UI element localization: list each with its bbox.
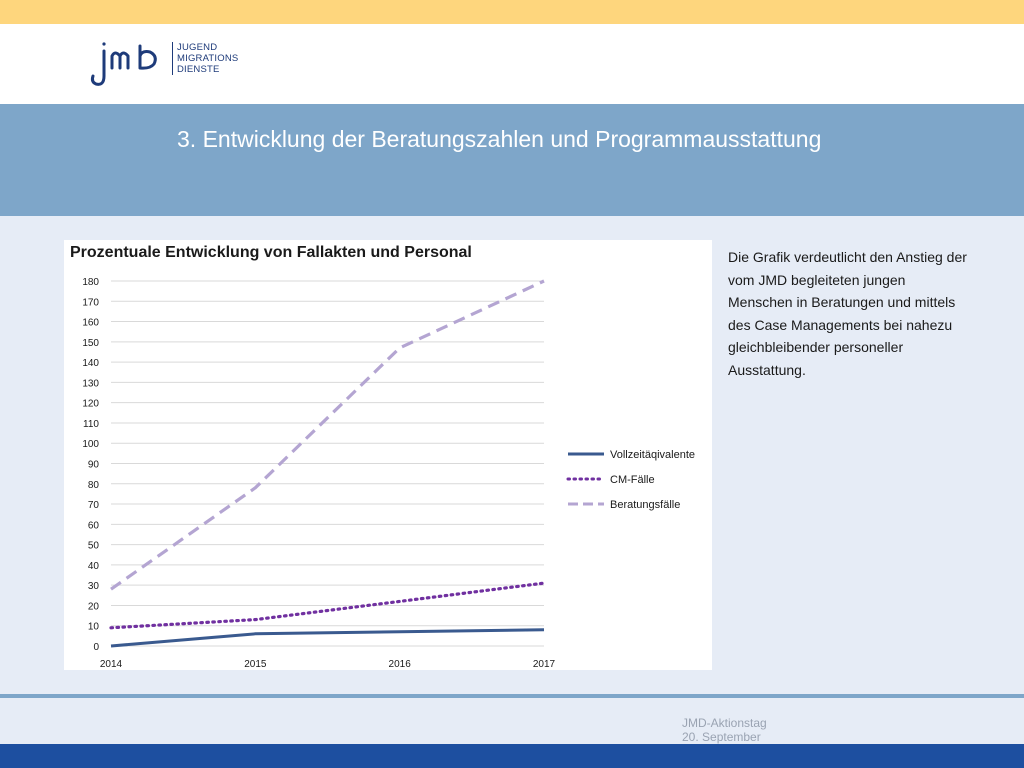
y-tick-label: 80 [88, 480, 100, 491]
footer-line-2: 20. September [682, 730, 761, 744]
y-tick-label: 40 [88, 561, 100, 572]
footer-band [0, 744, 1024, 768]
x-tick-label: 2016 [389, 659, 412, 670]
y-tick-label: 50 [88, 541, 100, 552]
y-tick-label: 100 [82, 439, 99, 450]
gridlines [111, 280, 544, 647]
line-chart: 0 10 20 30 40 50 60 70 80 90 100 110 120 130 140 150 160… [82, 277, 695, 670]
x-tick-label: 2014 [100, 659, 123, 670]
jmd-logo: JUGEND MIGRATIONS DIENSTE [88, 38, 258, 94]
logo-word: DIENSTE [177, 64, 220, 75]
chart-title: Prozentuale Entwicklung von Fallakten un… [70, 244, 472, 261]
description-text: Die Grafik verdeutlicht den Anstieg der … [728, 249, 967, 378]
x-axis-ticks: 2014 2015 2016 2017 [100, 659, 556, 670]
y-tick-label: 140 [82, 358, 99, 369]
y-tick-label: 130 [82, 378, 99, 389]
logo-word: MIGRATIONS [177, 53, 239, 64]
y-tick-label: 160 [82, 318, 99, 329]
y-tick-label: 150 [82, 338, 99, 349]
chart-panel: 0 10 20 30 40 50 60 70 80 90 100 110 120 130 140 150 160… [64, 240, 712, 670]
logo-wordmark: JUGEND MIGRATIONS DIENSTE [172, 42, 238, 75]
header: JUGEND MIGRATIONS DIENSTE [0, 24, 1024, 104]
x-tick-label: 2017 [533, 659, 556, 670]
y-axis-ticks: 0 10 20 30 40 50 60 70 80 90 100 110 120 130 140 150 160… [82, 277, 99, 653]
y-tick-label: 180 [82, 277, 99, 288]
series-line-solid [110, 628, 545, 648]
y-tick-label: 30 [88, 581, 100, 592]
y-tick-label: 110 [83, 419, 99, 430]
x-tick-label: 2015 [244, 659, 267, 670]
y-tick-label: 10 [88, 622, 100, 633]
y-tick-label: 120 [82, 399, 99, 410]
title-band: 3. Entwicklung der Beratungszahlen und P… [0, 104, 1024, 216]
y-tick-label: 60 [88, 520, 100, 531]
legend: Vollzeitäqivalente CM-Fälle Beratungsfälle [566, 449, 695, 511]
y-tick-label: 0 [93, 642, 99, 653]
footer-line-1: JMD-Aktionstag [682, 716, 767, 730]
y-tick-label: 170 [82, 297, 99, 308]
jmd-logo-mark [90, 42, 157, 86]
series-lines [109, 279, 546, 648]
legend-label: CM-Fälle [610, 474, 655, 486]
footer-line [0, 694, 1024, 698]
legend-label: Beratungsfälle [610, 499, 680, 511]
series-line-dotted [109, 581, 546, 630]
top-stripe [0, 0, 1024, 24]
y-tick-label: 70 [88, 500, 100, 511]
logo-word: JUGEND [177, 42, 218, 53]
y-tick-label: 20 [88, 601, 100, 612]
slide-title: 3. Entwicklung der Beratungszahlen und P… [177, 126, 822, 152]
series-line-dashed [110, 279, 545, 591]
legend-label: Vollzeitäqivalente [610, 449, 695, 461]
y-tick-label: 90 [88, 460, 100, 471]
